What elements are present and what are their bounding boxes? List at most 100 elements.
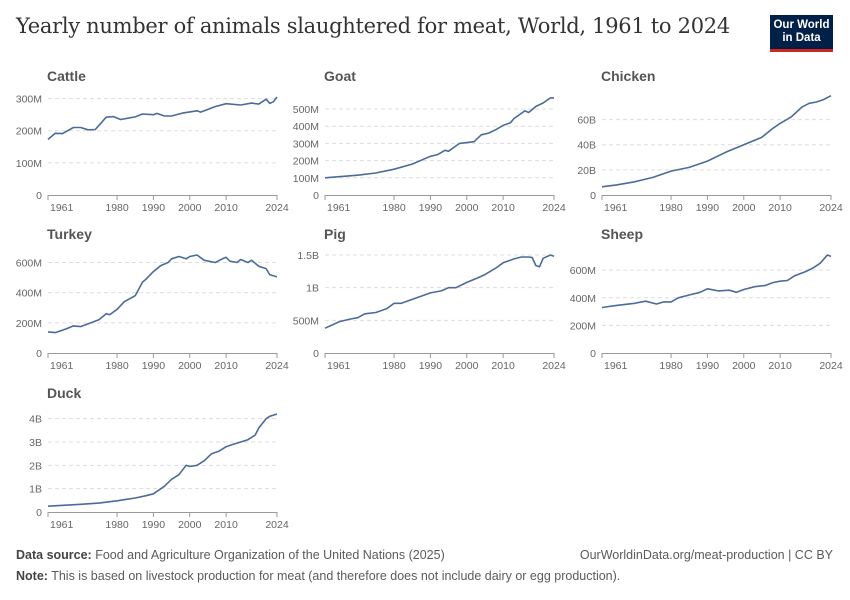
x-tick-label: 1980 [382, 360, 406, 372]
x-tick-label: 1961 [50, 202, 74, 214]
x-tick-label: 1980 [659, 202, 683, 214]
series-line [47, 254, 278, 334]
y-tick-label: 400M [570, 293, 596, 305]
x-tick-label: 2024 [265, 360, 289, 372]
panel-title: Chicken [601, 68, 655, 84]
series-line [47, 96, 278, 141]
panel-title: Duck [47, 385, 81, 401]
x-tick-label: 1961 [604, 360, 628, 372]
x-tick-label: 1961 [50, 519, 74, 531]
panel-title: Goat [324, 68, 356, 84]
y-tick-label: 0 [590, 348, 596, 360]
x-tick-label: 2010 [491, 360, 515, 372]
x-tick-label: 1980 [382, 202, 406, 214]
y-tick-label: 3B [29, 437, 42, 449]
y-tick-label: 200M [16, 318, 42, 330]
y-tick-label: 500M [293, 104, 319, 116]
x-tick-label: 1961 [327, 202, 351, 214]
x-tick-label: 1961 [604, 202, 628, 214]
y-tick-label: 0 [590, 190, 596, 202]
x-tick-label: 2010 [491, 202, 515, 214]
source-url[interactable]: OurWorldinData.org/meat-production | CC … [579, 548, 833, 562]
x-tick-label: 2000 [178, 519, 202, 531]
panel-title: Turkey [47, 226, 92, 242]
chart-title: Yearly number of animals slaughtered for… [16, 14, 730, 38]
panel-title: Pig [324, 226, 346, 242]
y-tick-label: 1B [306, 283, 319, 295]
x-tick-label: 2000 [455, 360, 479, 372]
y-tick-label: 300M [16, 94, 42, 106]
y-tick-label: 300M [293, 138, 319, 150]
y-tick-label: 40B [577, 140, 596, 152]
x-tick-label: 2024 [542, 202, 566, 214]
x-tick-label: 1961 [327, 360, 351, 372]
x-tick-label: 2010 [214, 519, 238, 531]
x-tick-label: 1980 [105, 360, 129, 372]
panel-chicken: Chicken 0 20B 40B 60B 1961 1980 1990 2000 2010 202… [577, 68, 843, 214]
x-tick-label: 2000 [732, 202, 756, 214]
x-tick-label: 1990 [696, 202, 720, 214]
panel-turkey: Turkey 0 200M 400M 600M 1961 1980 1990 2000 2010 2… [16, 226, 289, 372]
x-tick-label: 1990 [142, 519, 166, 531]
x-tick-label: 2024 [819, 202, 843, 214]
x-tick-label: 2010 [768, 202, 792, 214]
y-tick-label: 60B [577, 115, 596, 127]
owid-logo[interactable]: Our World in Data [770, 15, 833, 52]
y-tick-label: 200M [293, 156, 319, 168]
x-tick-label: 1980 [105, 519, 129, 531]
y-tick-label: 1B [29, 484, 42, 496]
x-tick-label: 1990 [142, 360, 166, 372]
panel-duck: Duck 0 1B 2B 3B 4B 1961 1980 1990 2000 2010 2024 [29, 385, 289, 531]
x-tick-label: 2024 [819, 360, 843, 372]
series-line [601, 254, 832, 309]
x-tick-label: 2010 [768, 360, 792, 372]
note-text: This is based on livestock production fo… [51, 569, 621, 583]
panel-cattle: Cattle 0 100M 200M 300M 1961 1980 1990 2000 2010 2… [16, 68, 289, 214]
x-tick-label: 2000 [732, 360, 756, 372]
panel-title: Sheep [601, 226, 643, 242]
panel-pig: Pig 0 500M 1B 1.5B 1961 1980 1990 2000 2010 2024 [293, 226, 566, 372]
source-label: Data source: [16, 548, 92, 562]
y-tick-label: 0 [313, 190, 319, 202]
x-tick-label: 1990 [419, 360, 443, 372]
x-tick-label: 1990 [696, 360, 720, 372]
series-line [324, 97, 554, 179]
y-tick-label: 2B [29, 460, 42, 472]
panel-sheep: Sheep 0 200M 400M 600M 1961 1980 1990 2000 2010 20… [570, 226, 843, 372]
x-tick-label: 1961 [50, 360, 74, 372]
data-source: Data source: Food and Agriculture Organi… [16, 548, 445, 562]
panel-title: Cattle [47, 68, 86, 84]
y-tick-label: 100M [16, 158, 42, 170]
y-tick-label: 4B [29, 414, 42, 426]
y-tick-label: 600M [570, 265, 596, 277]
x-tick-label: 2024 [265, 519, 289, 531]
series-line [324, 254, 555, 329]
x-tick-label: 2024 [265, 202, 289, 214]
note-label: Note: [16, 569, 48, 583]
y-tick-label: 600M [16, 258, 42, 270]
series-line [47, 413, 278, 507]
x-tick-label: 1980 [105, 202, 129, 214]
y-tick-label: 20B [577, 165, 596, 177]
x-tick-label: 2000 [178, 360, 202, 372]
y-tick-label: 500M [293, 315, 319, 327]
y-tick-label: 0 [313, 348, 319, 360]
x-tick-label: 2010 [214, 202, 238, 214]
y-tick-label: 0 [36, 348, 42, 360]
y-tick-label: 200M [16, 126, 42, 138]
source-text: Food and Agriculture Organization of the… [95, 548, 445, 562]
x-tick-label: 1980 [659, 360, 683, 372]
y-tick-label: 0 [36, 507, 42, 519]
x-tick-label: 2000 [178, 202, 202, 214]
y-tick-label: 200M [570, 320, 596, 332]
series-line [601, 94, 832, 188]
x-tick-label: 1990 [419, 202, 443, 214]
x-tick-label: 2024 [542, 360, 566, 372]
x-tick-label: 1990 [142, 202, 166, 214]
x-tick-label: 2010 [214, 360, 238, 372]
y-tick-label: 1.5B [297, 250, 319, 262]
note: Note: This is based on livestock product… [16, 569, 620, 583]
x-tick-label: 2000 [455, 202, 479, 214]
